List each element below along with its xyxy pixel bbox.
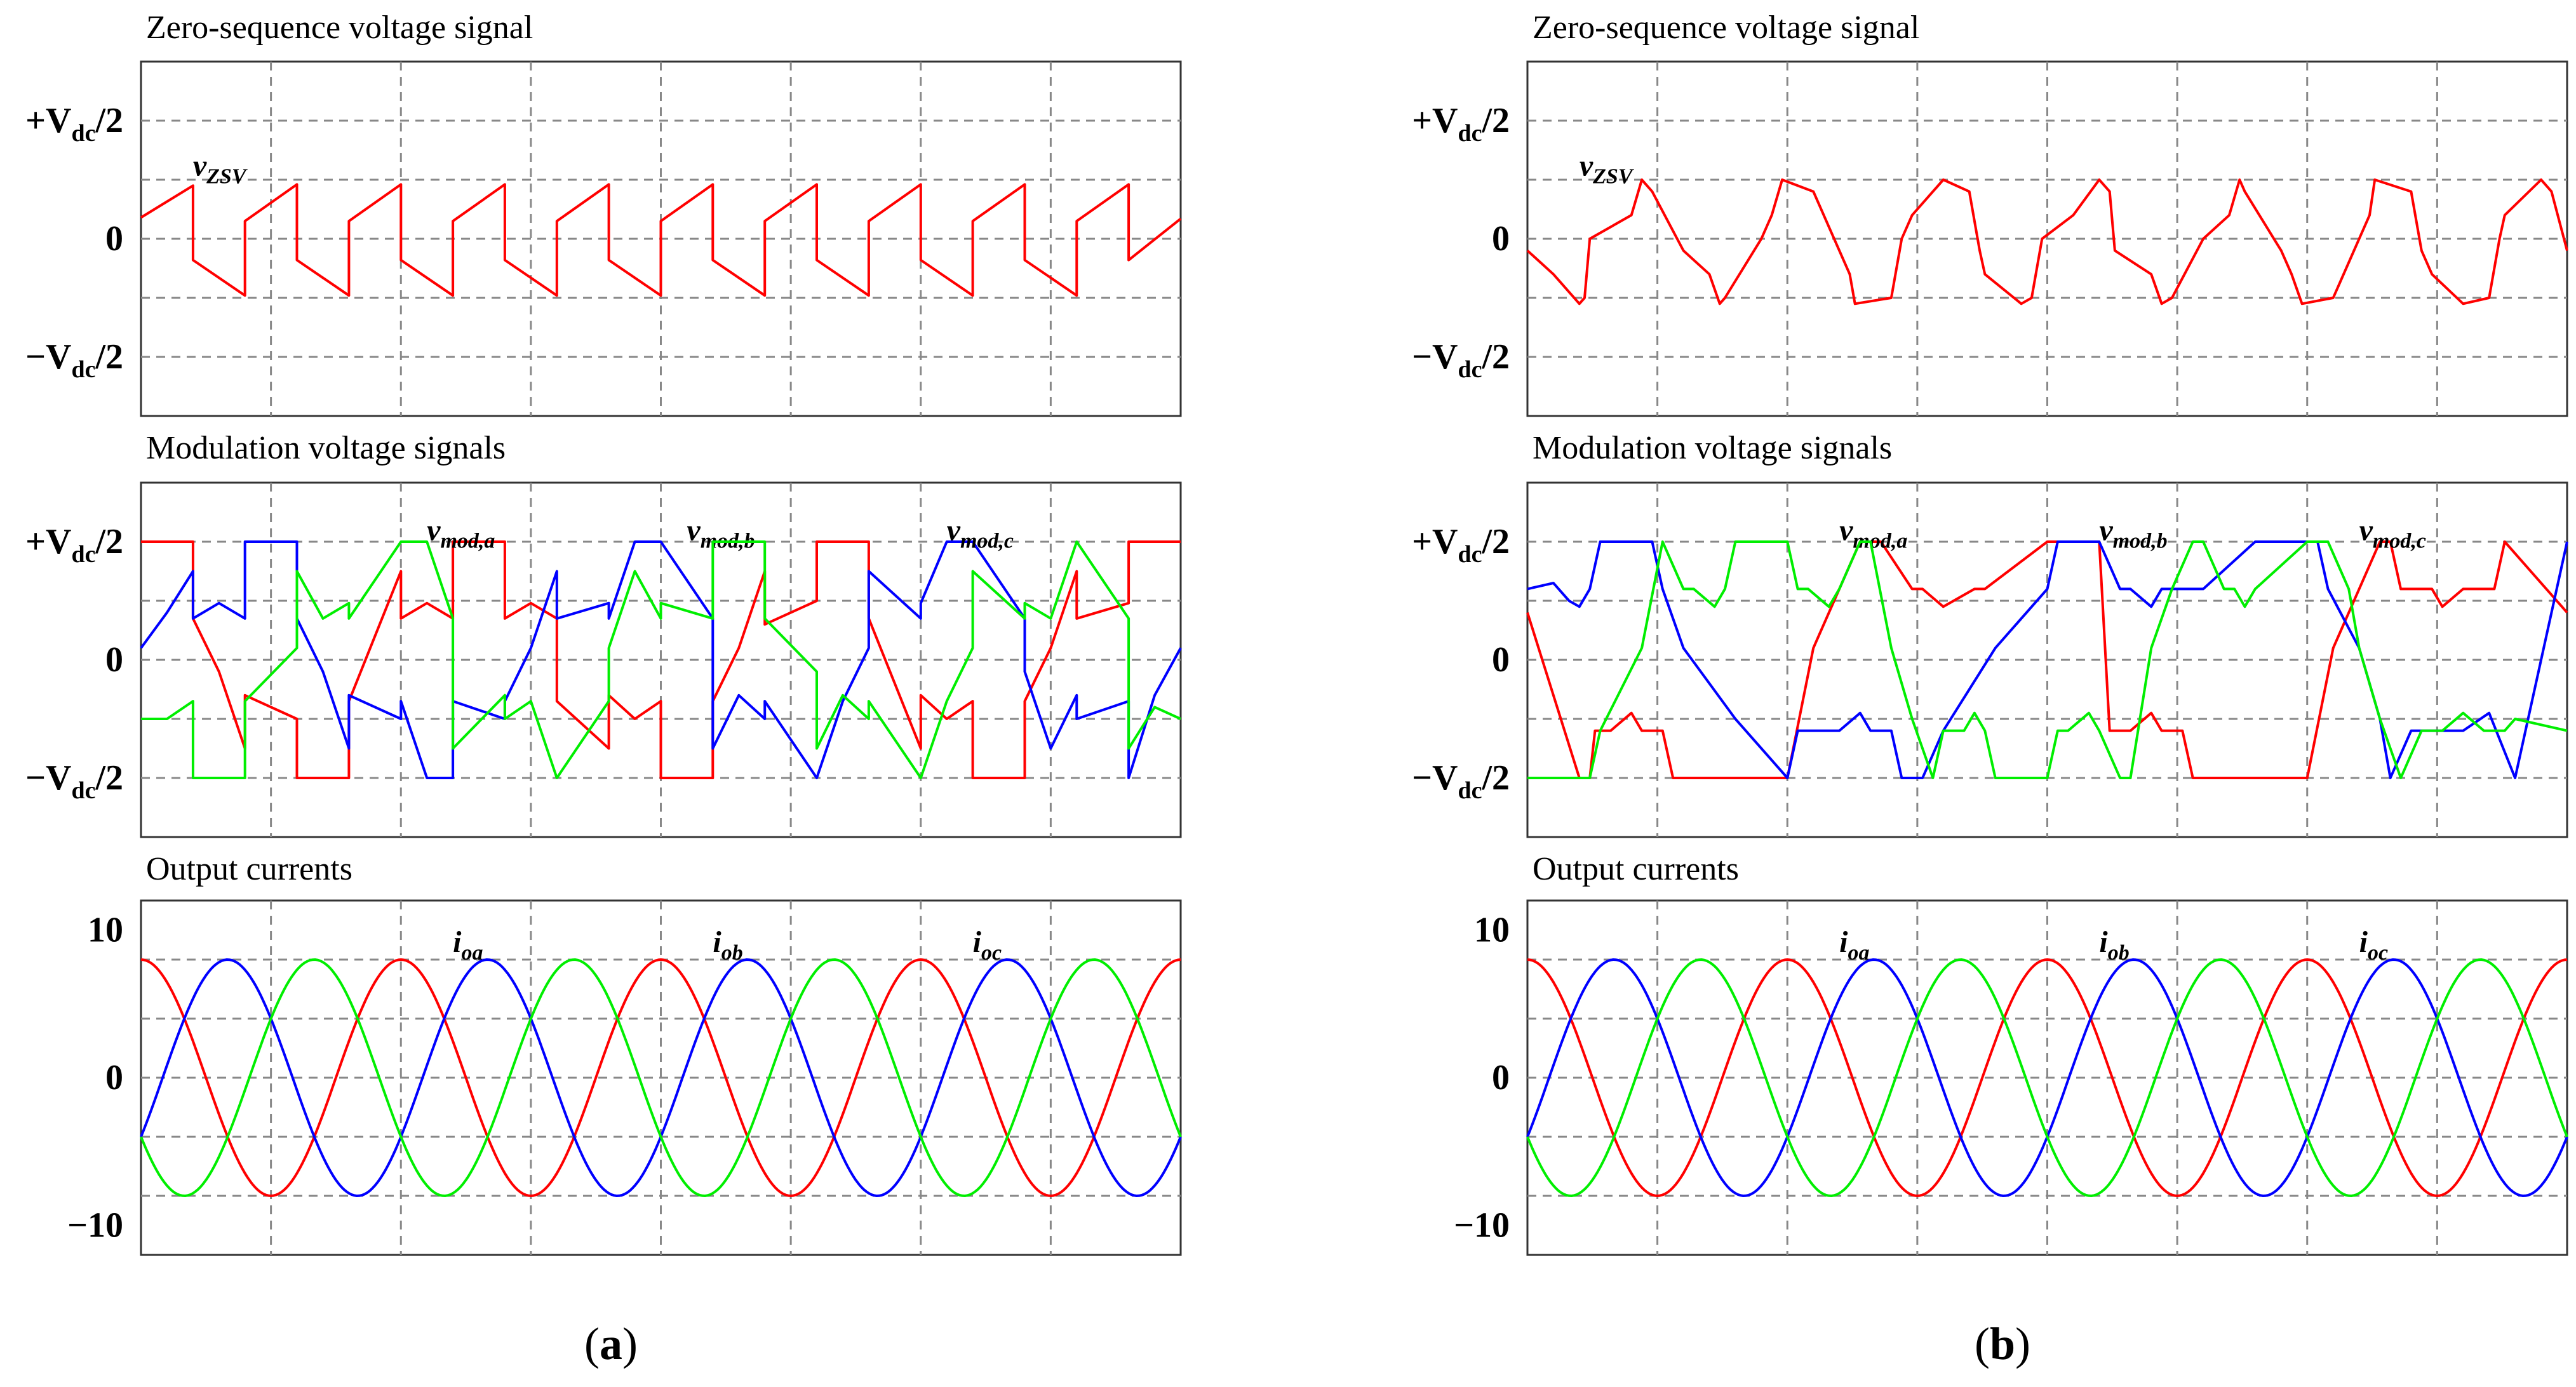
plot-title: Modulation voltage signals: [146, 430, 506, 466]
series-label-ioc: ioc: [973, 925, 1002, 965]
series-ioc: [1526, 958, 2568, 1197]
plot-a-2: Output currents 10 0 −10 ioa iob ioc: [67, 851, 1182, 1256]
series-ioc: [140, 958, 1182, 1197]
series-label-vmod_c: vmod,c: [2359, 513, 2426, 553]
plot-a-0: Zero-sequence voltage signal +Vdc/2 0 −Vdc/…: [25, 10, 1182, 417]
y-tick-label: +Vdc/2: [1412, 101, 1510, 147]
plot-title: Output currents: [1533, 851, 1739, 887]
series-label-vmod_c: vmod,c: [947, 513, 1014, 553]
series-vZSV: [140, 183, 1182, 297]
plot-b-0: Zero-sequence voltage signal +Vdc/2 0 −Vdc/…: [1412, 10, 2568, 417]
y-tick-label: 10: [1474, 911, 1510, 950]
series-label-vmod_b: vmod,b: [2099, 513, 2167, 553]
plot-b-2: Output currents 10 0 −10 ioa iob ioc: [1454, 851, 2568, 1256]
series-label-vmod_a: vmod,a: [427, 513, 495, 553]
y-tick-label: −10: [67, 1206, 123, 1245]
panel-b: Zero-sequence voltage signal +Vdc/2 0 −Vdc/…: [1412, 10, 2568, 1369]
y-tick-label: −Vdc/2: [1412, 337, 1510, 383]
plot-b-1: Modulation voltage signals +Vdc/2 0 −Vdc/2 v…: [1412, 430, 2568, 838]
y-tick-label: −Vdc/2: [25, 337, 123, 383]
series-label-ioa: ioa: [1839, 925, 1869, 965]
y-tick-label: +Vdc/2: [25, 101, 123, 147]
y-tick-label: +Vdc/2: [1412, 522, 1510, 568]
panel-caption: (a): [584, 1318, 638, 1369]
plot-title: Modulation voltage signals: [1533, 430, 1892, 466]
panel-caption: (b): [1975, 1318, 2030, 1369]
plot-a-1: Modulation voltage signals +Vdc/2 0 −Vdc/2 v…: [25, 430, 1182, 838]
series-vZSV: [1526, 178, 2568, 305]
y-tick-label: 10: [88, 911, 123, 950]
plot-title: Output currents: [146, 851, 352, 887]
y-tick-label: 0: [105, 640, 123, 680]
series-vmod_c: [141, 540, 1181, 779]
series-label-iob: iob: [713, 925, 742, 965]
y-tick-label: 0: [105, 1058, 123, 1097]
series-label-vZSV: vZSV: [1580, 149, 1634, 189]
series-label-ioc: ioc: [2359, 925, 2388, 965]
series-vmod_c: [1527, 540, 2568, 779]
y-tick-label: 0: [1492, 640, 1510, 680]
series-label-vZSV: vZSV: [193, 149, 248, 189]
series-vmod_a: [141, 540, 1181, 779]
y-tick-label: +Vdc/2: [25, 522, 123, 568]
series-label-iob: iob: [2099, 925, 2129, 965]
y-tick-label: −Vdc/2: [25, 758, 123, 804]
y-tick-label: 0: [105, 219, 123, 258]
series-label-ioa: ioa: [453, 925, 483, 965]
y-tick-label: −10: [1454, 1206, 1510, 1245]
y-tick-label: 0: [1492, 219, 1510, 258]
y-tick-label: −Vdc/2: [1412, 758, 1510, 804]
y-tick-label: 0: [1492, 1058, 1510, 1097]
plot-title: Zero-sequence voltage signal: [1533, 10, 1919, 46]
panel-a: Zero-sequence voltage signal +Vdc/2 0 −Vdc/…: [25, 10, 1182, 1369]
plot-title: Zero-sequence voltage signal: [146, 10, 533, 46]
